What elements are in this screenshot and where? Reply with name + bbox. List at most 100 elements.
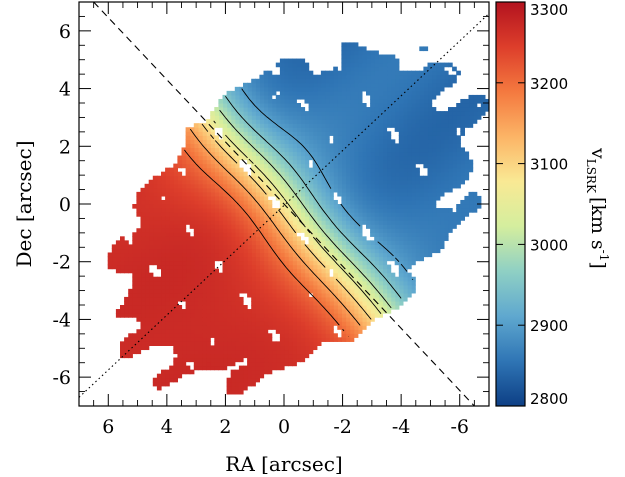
velocity-pixel [292, 86, 297, 92]
velocity-pixel [214, 365, 219, 371]
contour-3150 [189, 128, 361, 326]
velocity-pixel [439, 147, 445, 153]
velocity-pixel [452, 119, 457, 124]
velocity-pixel [386, 256, 392, 262]
velocity-pixel [255, 284, 260, 290]
velocity-pixel [337, 78, 342, 84]
velocity-pixel [267, 175, 273, 181]
velocity-pixel [202, 268, 207, 274]
velocity-pixel [456, 212, 461, 217]
velocity-pixel [230, 341, 236, 346]
velocity-pixel [226, 280, 232, 286]
velocity-pixel [238, 228, 244, 233]
velocity-pixel [140, 208, 146, 213]
velocity-pixel [349, 151, 355, 157]
velocity-pixel [263, 131, 269, 136]
velocity-pixel [238, 115, 244, 120]
velocity-pixel [394, 159, 400, 165]
velocity-pixel [390, 232, 396, 237]
velocity-pixel [398, 252, 404, 258]
velocity-pixel [443, 143, 449, 149]
velocity-pixel [243, 155, 248, 161]
velocity-pixel [431, 232, 437, 237]
velocity-pixel [333, 228, 338, 233]
velocity-pixel [300, 74, 306, 80]
velocity-pixel [263, 284, 269, 290]
velocity-pixel [218, 365, 224, 371]
velocity-pixel [337, 313, 342, 318]
velocity-pixel [284, 155, 289, 161]
velocity-pixel [251, 224, 256, 229]
velocity-pixel [415, 159, 420, 165]
velocity-pixel [177, 187, 183, 193]
velocity-pixel [349, 264, 355, 270]
velocity-pixel [222, 143, 228, 149]
velocity-pixel [259, 82, 265, 88]
velocity-pixel [390, 107, 396, 112]
velocity-pixel [407, 155, 412, 161]
velocity-pixel [214, 159, 219, 165]
velocity-pixel [407, 187, 412, 193]
velocity-pixel [427, 252, 433, 258]
velocity-pixel [423, 155, 429, 161]
velocity-pixel [161, 333, 166, 338]
velocity-pixel [411, 208, 416, 213]
velocity-pixel [333, 94, 338, 100]
velocity-pixel [255, 244, 260, 250]
velocity-pixel [247, 284, 252, 290]
velocity-pixel [234, 107, 240, 112]
velocity-pixel [156, 175, 162, 181]
velocity-pixel [448, 228, 453, 233]
velocity-pixel [374, 228, 379, 233]
velocity-pixel [193, 216, 199, 221]
velocity-pixel [398, 248, 404, 254]
velocity-pixel [300, 86, 306, 92]
velocity-pixel [185, 183, 191, 189]
velocity-pixel [312, 74, 318, 80]
velocity-pixel [202, 179, 207, 185]
velocity-pixel [398, 220, 404, 225]
velocity-pixel [202, 337, 207, 342]
velocity-pixel [353, 256, 359, 262]
velocity-pixel [357, 58, 363, 64]
velocity-pixel [197, 179, 203, 185]
velocity-pixel [169, 236, 174, 241]
velocity-pixel [177, 349, 183, 355]
velocity-pixel [165, 296, 170, 302]
velocity-pixel [247, 373, 252, 379]
velocity-pixel [173, 345, 178, 351]
velocity-pixel [271, 163, 277, 169]
velocity-pixel [378, 191, 383, 197]
velocity-pixel [148, 240, 154, 245]
velocity-pixel [234, 123, 240, 128]
velocity-pixel [366, 187, 371, 193]
velocity-pixel [415, 191, 420, 197]
velocity-pixel [456, 111, 461, 116]
velocity-pixel [464, 212, 470, 217]
velocity-pixel [325, 159, 330, 165]
velocity-pixel [304, 127, 310, 132]
velocity-pixel [333, 78, 338, 84]
velocity-pixel [382, 212, 388, 217]
velocity-pixel [234, 325, 240, 330]
velocity-pixel [263, 365, 269, 371]
velocity-pixel [189, 244, 195, 250]
velocity-pixel [325, 139, 330, 144]
velocity-pixel [234, 345, 240, 351]
velocity-pixel [427, 187, 433, 193]
velocity-pixel [234, 252, 240, 258]
velocity-pixel [296, 313, 301, 318]
velocity-pixel [226, 325, 232, 330]
velocity-pixel [361, 325, 367, 330]
velocity-pixel [193, 195, 199, 201]
velocity-pixel [398, 175, 404, 181]
velocity-pixel [419, 127, 424, 132]
velocity-pixel [415, 179, 420, 185]
velocity-pixel [402, 159, 408, 165]
velocity-pixel [411, 123, 416, 128]
velocity-pixel [271, 284, 277, 290]
velocity-pixel [193, 252, 199, 258]
velocity-pixel [185, 252, 191, 258]
velocity-pixel [398, 264, 404, 270]
velocity-pixel [173, 256, 178, 262]
